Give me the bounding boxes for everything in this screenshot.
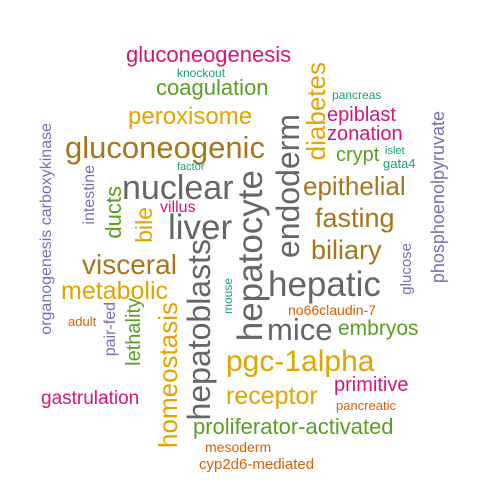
word-gluconeogenic: gluconeogenic: [65, 130, 265, 165]
word-visceral: visceral: [82, 249, 177, 280]
word-primitive: primitive: [334, 374, 409, 396]
word-pair-fed: pair-fed: [102, 302, 119, 357]
word-factor: factor: [177, 161, 205, 173]
word-nuclear: nuclear: [122, 169, 234, 207]
word-villus: villus: [160, 199, 196, 216]
word-hepatic: hepatic: [268, 265, 381, 304]
word-biliary: biliary: [311, 235, 382, 265]
word-embryos: embryos: [338, 317, 419, 340]
word-gastrulation: gastrulation: [41, 388, 140, 409]
word-islet: islet: [385, 145, 405, 157]
word-metabolic: metabolic: [61, 277, 168, 305]
word-pancreas: pancreas: [332, 88, 382, 102]
word-gluconeogenesis: gluconeogenesis: [126, 42, 292, 67]
word-hepatoblasts: hepatoblasts: [181, 239, 217, 421]
word-phosphoenolpyruvate: phosphoenolpyruvate: [428, 111, 448, 284]
word-mice: mice: [267, 312, 333, 347]
word-knockout: knockout: [177, 66, 226, 80]
word-crypt: crypt: [336, 144, 380, 166]
word-mouse: mouse: [221, 278, 235, 315]
word-proliferator-activated: proliferator-activated: [193, 414, 394, 439]
word-coagulation: coagulation: [156, 75, 269, 100]
word-homeostasis: homeostasis: [153, 302, 183, 448]
word-receptor: receptor: [226, 382, 318, 410]
word-cyp2d6-mediated: cyp2d6-mediated: [199, 456, 315, 473]
word-zonation: zonation: [327, 123, 403, 145]
word-gata4: gata4: [383, 156, 416, 171]
word-peroxisome: peroxisome: [128, 103, 253, 130]
word-ducts: ducts: [101, 186, 126, 239]
word-fasting: fasting: [315, 203, 395, 233]
word-pancreatic: pancreatic: [336, 398, 396, 413]
word-diabetes: diabetes: [301, 62, 331, 161]
word-endoderm: endoderm: [270, 114, 306, 259]
word-hepatocyte: hepatocyte: [231, 170, 270, 342]
word-glucose: glucose: [398, 243, 415, 295]
word-liver: liver: [168, 208, 233, 247]
word-pgc1alpha: pgc-1alpha: [226, 345, 375, 378]
word-no66claudin7: no66claudin-7: [288, 302, 376, 318]
word-epithelial: epithelial: [303, 171, 406, 201]
word-mesoderm: mesoderm: [205, 439, 272, 455]
word-intestine: intestine: [81, 165, 98, 225]
word-lethality: lethality: [123, 298, 145, 366]
word-organogenesis-carboxykinase: organogenesis carboxykinase: [38, 123, 55, 335]
word-adult: adult: [68, 314, 97, 329]
word-epiblast: epiblast: [327, 104, 396, 126]
word-bile: bile: [131, 207, 157, 243]
